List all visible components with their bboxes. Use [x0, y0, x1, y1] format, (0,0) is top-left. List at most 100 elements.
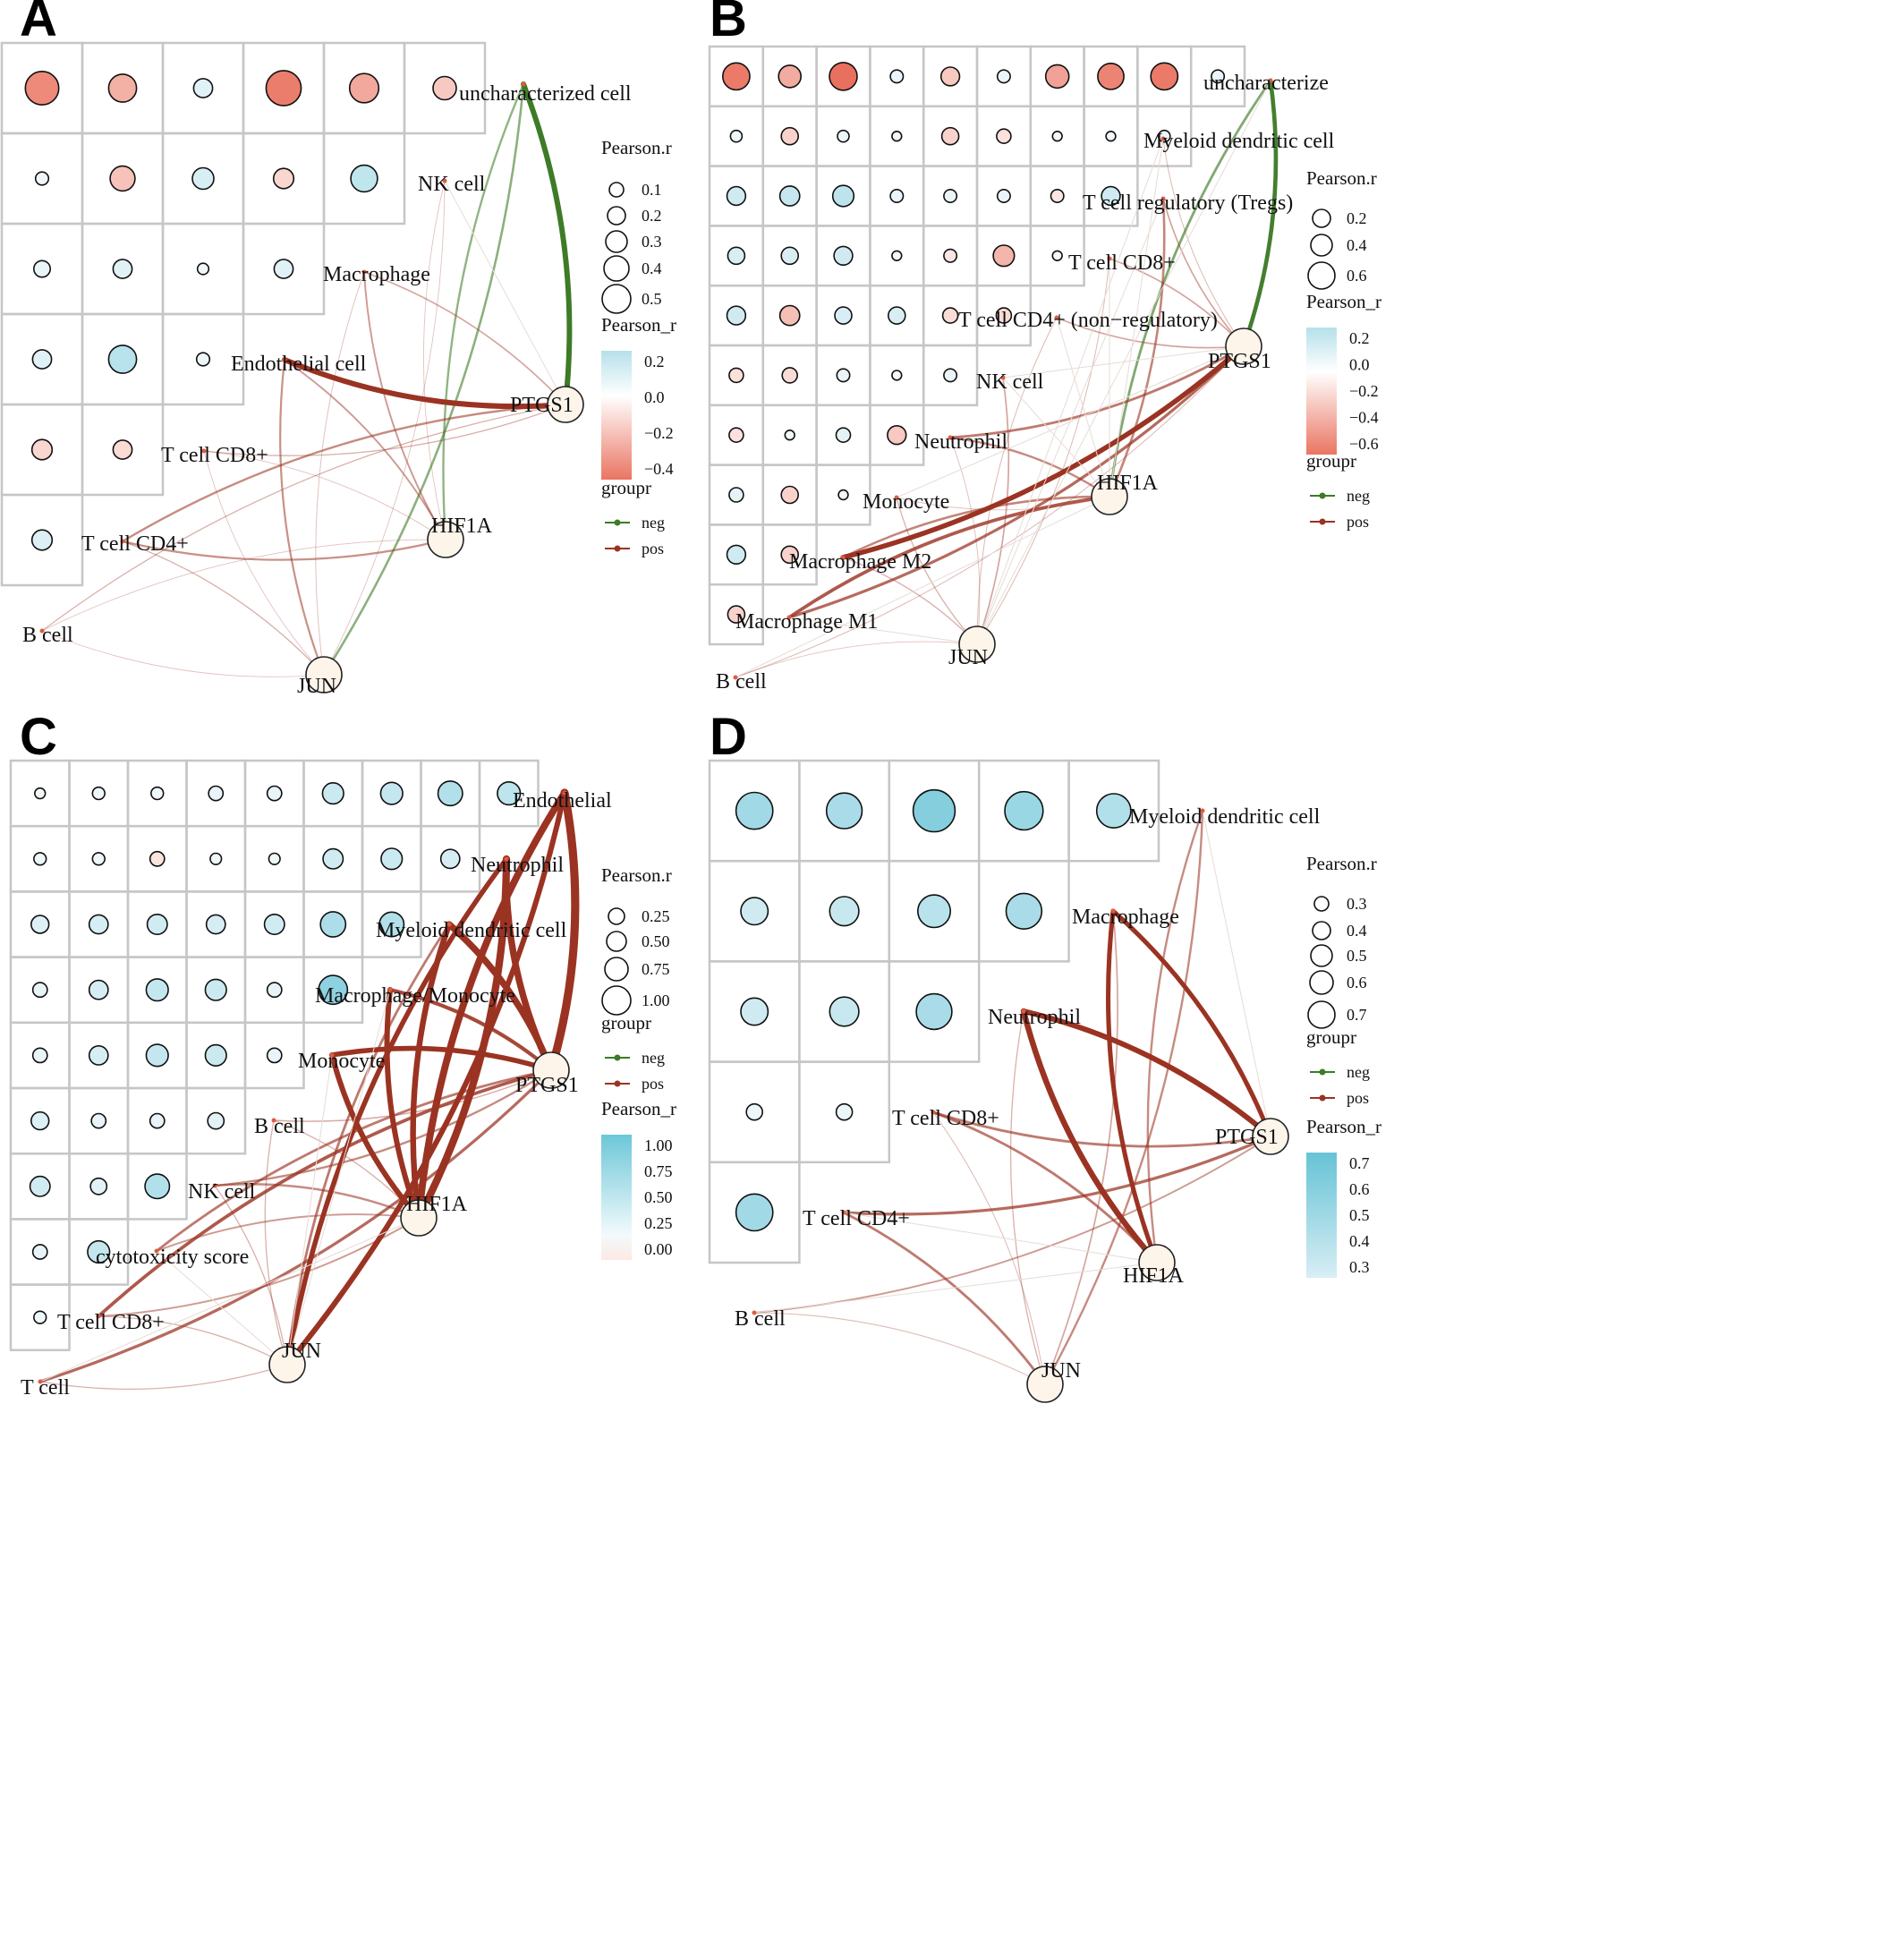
correlation-circle: [30, 529, 54, 551]
correlation-circle: [825, 792, 863, 830]
legend-size-label: 0.4: [1347, 236, 1367, 254]
correlation-circle: [778, 185, 801, 207]
link-nk-cell-to-jun: [214, 1185, 288, 1366]
link-cytotoxicity-score-to-hif1a: [156, 1213, 420, 1252]
legend-fill-tick: 0.3: [1349, 1258, 1370, 1276]
legend-group-title: groupr: [1306, 450, 1356, 472]
link-faint: [976, 198, 1164, 645]
network-links: [735, 78, 1279, 678]
link-b-cell-to-jun: [41, 630, 325, 677]
legend-size-label: 0.6: [1347, 974, 1367, 991]
correlation-circle: [32, 260, 51, 278]
node-label-endothelial: Endothelial: [513, 789, 612, 813]
legend-group-label: neg: [642, 514, 665, 532]
correlation-circle: [268, 852, 281, 865]
correlation-circle: [887, 306, 906, 325]
link-uncharacterized-cell-to-hif1a: [442, 82, 525, 541]
correlation-circle: [729, 129, 744, 143]
correlation-circle: [88, 914, 109, 935]
link-macrophage-to-ptgs1: [363, 271, 566, 405]
grid-cell: [815, 464, 871, 526]
grid-cell: [1029, 225, 1085, 287]
legend: Pearson.r 0.2 0.4 0.6 Pearson_r 0.2 0.0 −0.2 −0.…: [1306, 167, 1381, 531]
correlation-circle: [145, 978, 169, 1002]
legend-group-dot: [1319, 492, 1326, 499]
correlation-circle: [31, 1047, 48, 1064]
correlation-circle: [380, 847, 404, 871]
panel-label-b: B: [710, 0, 747, 47]
link-macrophage-monocyte-to-hif1a: [384, 987, 421, 1221]
grid-cell: [243, 1021, 305, 1090]
grid-cell: [0, 493, 84, 587]
grid-cell: [1136, 105, 1193, 167]
legend-colorbar: [601, 351, 632, 480]
correlation-circle: [915, 992, 953, 1031]
correlation-circle: [939, 66, 961, 87]
link-t-cell-cd4-to-jun: [122, 540, 325, 676]
legend-fill-tick: −0.4: [1349, 409, 1379, 427]
link-faint: [444, 180, 566, 405]
legend-size-label: 0.5: [642, 290, 662, 308]
legend-size-key: [603, 255, 630, 282]
link-neutrophil-to-hif1a: [948, 436, 1111, 498]
gene-node-jun: [1026, 1366, 1064, 1403]
link-neutrophil-to-jun: [949, 437, 981, 645]
node-label-nk-cell: NK cell: [188, 1180, 256, 1204]
cell-node-t-cell-cd8: [201, 448, 207, 454]
link-faint: [1202, 810, 1271, 1137]
node-label-t-cell-cd8: T cell CD8+: [1068, 251, 1176, 275]
link-neutrophil-to-hif1a: [414, 855, 511, 1222]
correlation-circle: [726, 185, 747, 207]
legend-fill-tick: 0.4: [1349, 1232, 1370, 1250]
legend-size-title: Pearson.r: [1306, 853, 1377, 874]
node-label-hif1a: HIF1A: [406, 1193, 468, 1216]
node-label-uncharacterized-cell: uncharacterized cell: [459, 82, 632, 106]
link-faint: [1056, 317, 1110, 498]
correlation-circle: [1211, 69, 1226, 84]
legend-group-label: pos: [1347, 513, 1369, 531]
grid-cell: [302, 956, 364, 1025]
correlation-circle: [837, 129, 850, 143]
correlation-circle: [891, 131, 903, 142]
link-macrophage-to-jun: [315, 271, 365, 676]
grid-cell: [9, 1283, 71, 1352]
link-t-cell-to-jun: [39, 1364, 288, 1391]
legend-fill-tick: 0.25: [644, 1214, 673, 1232]
legend-size-label: 0.6: [1347, 267, 1367, 285]
correlation-circle: [149, 1112, 166, 1129]
node-label-b-cell: B cell: [716, 670, 767, 693]
link-monocyte-to-jun: [896, 497, 978, 645]
link-nk-cell-to-hif1a: [213, 1183, 421, 1220]
link-t-cell-cd4-to-ptgs1: [121, 403, 567, 543]
node-label-t-cell: T cell: [21, 1376, 70, 1400]
legend-size-key: [1307, 261, 1336, 290]
cell-node-nk-cell: [212, 1183, 217, 1188]
link-macrophage-m2-to-ptgs1: [840, 344, 1246, 560]
network-nodes: Myeloid dendritic cell Macrophage Neutroph…: [735, 805, 1321, 1403]
correlation-circle: [265, 70, 302, 106]
cell-node-t-cell-cd4: [120, 539, 125, 544]
correlation-circle: [196, 262, 210, 276]
grid-cell: [322, 132, 406, 225]
link-b-cell-to-jun: [753, 1312, 1046, 1385]
correlation-circle: [109, 165, 136, 192]
legend-size-label: 0.4: [642, 260, 662, 277]
correlation-circle: [784, 430, 795, 441]
gene-node-ptgs1: [1225, 328, 1262, 365]
cell-node-macrophage-monocyte: [387, 987, 393, 992]
legend-group-title: groupr: [1306, 1026, 1356, 1048]
correlation-circle: [350, 164, 378, 193]
legend-size-title: Pearson.r: [601, 864, 672, 886]
link-t-cell-cd4-to-ptgs1: [842, 1135, 1272, 1216]
correlation-circle: [943, 248, 958, 263]
link-myeloid-dendritic-cell-to-hif1a: [410, 921, 453, 1221]
correlation-circle: [266, 1047, 283, 1064]
node-label-t-cell-regulatory-tregs: T cell regulatory (Tregs): [1083, 191, 1293, 215]
network-links: [38, 788, 580, 1391]
link-uncharacterized-cell-to-ptgs1: [521, 81, 573, 407]
cell-node-b-cell: [733, 675, 738, 680]
grid-cell: [242, 222, 326, 316]
legend-fill-tick: 1.00: [644, 1136, 673, 1154]
correlation-circle: [204, 978, 227, 1001]
legend-size-title: Pearson.r: [1306, 167, 1377, 189]
